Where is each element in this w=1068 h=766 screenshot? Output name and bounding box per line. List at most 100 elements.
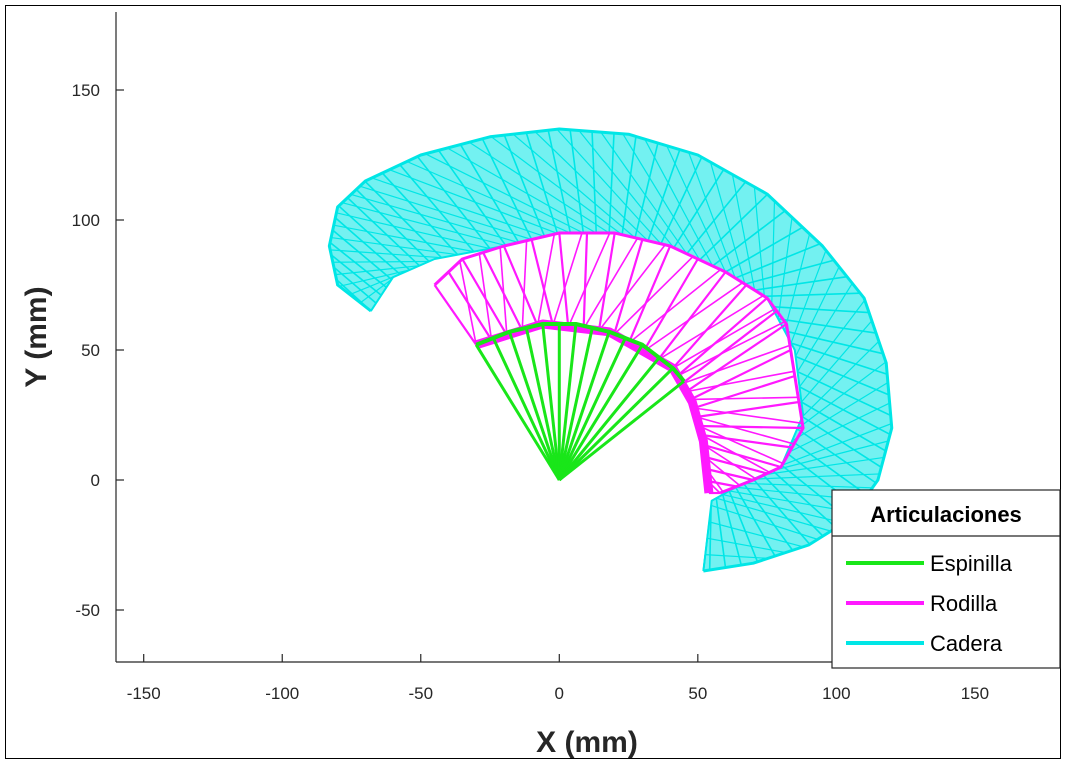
y-axis-label: Y (mm)	[20, 286, 53, 387]
cadera-link	[799, 299, 866, 388]
y-tick-group: -50 0 50 100 150	[72, 81, 124, 620]
cadera-link	[743, 482, 873, 489]
cadera-link	[709, 161, 746, 285]
cadera-link	[600, 131, 688, 255]
cadera-link	[791, 381, 889, 442]
cadera-link	[709, 521, 804, 548]
y-tick-label: 100	[72, 211, 100, 230]
cadera-link	[330, 249, 442, 259]
rodilla-link	[536, 234, 556, 326]
espinilla-segment	[491, 336, 561, 481]
cadera-link	[688, 152, 736, 279]
espinilla-segment	[558, 367, 674, 482]
cadera-link	[534, 131, 649, 242]
cadera-link	[801, 340, 880, 418]
rodilla-link	[643, 282, 744, 353]
rodilla-link	[701, 433, 793, 449]
rodilla-link	[642, 258, 699, 352]
cadera-link	[784, 330, 884, 355]
rodilla-link	[552, 232, 583, 326]
legend: Articulaciones Espinilla Rodilla Cadera	[831, 489, 1061, 669]
cadera-link	[330, 254, 382, 296]
cadera-link	[705, 554, 769, 559]
legend-entry-label: Cadera	[930, 631, 1003, 656]
rodilla-link	[693, 407, 803, 425]
cadera-link	[660, 156, 703, 245]
x-tick-label: 50	[688, 684, 707, 703]
y-tick-label: 50	[81, 341, 100, 360]
cadera-link	[468, 141, 610, 234]
cadera-link	[425, 153, 584, 234]
rodilla-link	[693, 374, 796, 410]
cadera-link	[332, 260, 430, 263]
rodilla-link	[482, 252, 524, 331]
cadera-link	[712, 210, 786, 267]
rodilla-link	[657, 294, 764, 361]
espinilla-segment	[557, 336, 628, 481]
espinilla-segment	[558, 356, 661, 481]
rodilla-link	[597, 232, 616, 331]
cadera-link	[796, 428, 877, 484]
rodilla-link	[690, 349, 792, 401]
cadera-link	[795, 355, 890, 396]
rodilla-link	[672, 307, 776, 369]
cadera-link	[359, 185, 532, 241]
cadera-link	[336, 212, 491, 250]
cadera-link	[791, 440, 868, 496]
cadera-link	[350, 193, 519, 244]
rodilla-link	[628, 269, 722, 344]
y-tick-label: 150	[72, 81, 100, 100]
cadera-link	[800, 320, 873, 403]
rodilla-outline	[433, 231, 805, 495]
legend-entry-label: Espinilla	[930, 551, 1013, 576]
x-tick-label: -100	[265, 684, 299, 703]
cadera-link	[666, 145, 727, 273]
rodilla-link	[686, 370, 795, 393]
rodilla-link	[598, 244, 666, 332]
cadera-area	[329, 129, 892, 571]
y-tick-label: 0	[91, 471, 100, 490]
cadera-link	[371, 177, 545, 238]
rodilla-link	[676, 297, 768, 377]
cadera-link	[753, 186, 765, 297]
cadera-link	[790, 250, 827, 344]
cadera-link	[389, 169, 558, 234]
legend-title: Articulaciones	[870, 502, 1022, 527]
cadera-link	[399, 164, 475, 253]
espinilla-segment	[557, 323, 578, 481]
rodilla-link	[704, 456, 741, 486]
rodilla-link	[613, 256, 694, 336]
rodilla-link	[627, 245, 672, 344]
cadera-link	[333, 224, 474, 253]
legend-entry-label: Rodilla	[930, 591, 998, 616]
rodilla-link	[698, 425, 784, 465]
rodilla-link	[696, 416, 795, 445]
cadera-link	[333, 266, 377, 304]
cadera-link	[784, 233, 811, 332]
legend-entries: Espinilla Rodilla Cadera	[846, 551, 1013, 656]
rodilla-link	[690, 396, 799, 401]
cadera-link	[753, 473, 880, 480]
rodilla-link	[582, 237, 639, 330]
rodilla-link	[699, 424, 804, 430]
cadera-link	[722, 493, 845, 524]
cadera-link	[754, 275, 848, 291]
espinilla-segment	[508, 331, 561, 481]
espinilla-segment	[474, 344, 561, 481]
cadera-link	[721, 494, 743, 566]
espinilla-segment	[524, 326, 561, 481]
cadera-link	[762, 456, 885, 476]
cadera-link	[786, 402, 890, 454]
rodilla-link	[704, 455, 768, 475]
cadera-link	[710, 504, 818, 540]
legend-box	[831, 489, 1061, 669]
figure-border	[5, 5, 1061, 759]
rodilla-link	[447, 271, 493, 341]
rodilla-link	[707, 479, 737, 488]
y-tick-label: -50	[75, 601, 100, 620]
rodilla-link	[461, 258, 508, 336]
rodilla-link	[685, 323, 788, 393]
cadera-link	[708, 505, 712, 571]
rodilla-link	[672, 284, 748, 369]
cadera-link	[744, 259, 835, 285]
